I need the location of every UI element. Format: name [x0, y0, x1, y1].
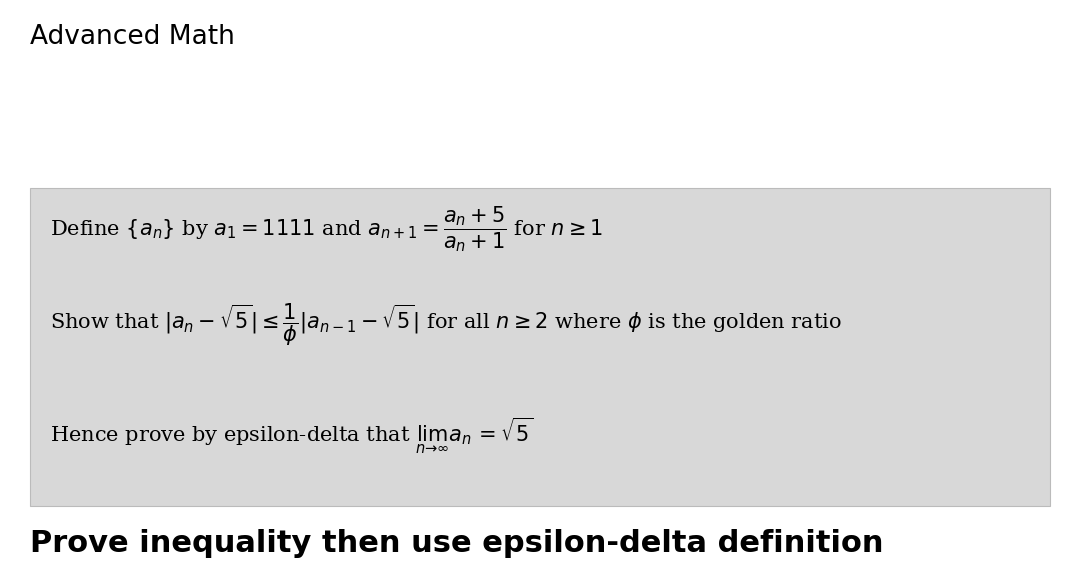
- Text: Hence prove by epsilon-delta that $\lim_{n\to\infty} a_n = \sqrt{5}$: Hence prove by epsilon-delta that $\lim_…: [50, 416, 534, 456]
- Text: Show that $|a_n - \sqrt{5}| \leq \dfrac{1}{\phi}|a_{n-1} - \sqrt{5}|$ for all $n: Show that $|a_n - \sqrt{5}| \leq \dfrac{…: [50, 302, 841, 348]
- Text: Prove inequality then use epsilon-delta definition: Prove inequality then use epsilon-delta …: [30, 529, 883, 558]
- Text: Advanced Math: Advanced Math: [30, 24, 235, 49]
- FancyBboxPatch shape: [30, 188, 1050, 506]
- Text: Define $\{a_n\}$ by $a_1 = 1111$ and $a_{n+1} = \dfrac{a_n+5}{a_n+1}$ for $n \ge: Define $\{a_n\}$ by $a_1 = 1111$ and $a_…: [50, 205, 603, 254]
